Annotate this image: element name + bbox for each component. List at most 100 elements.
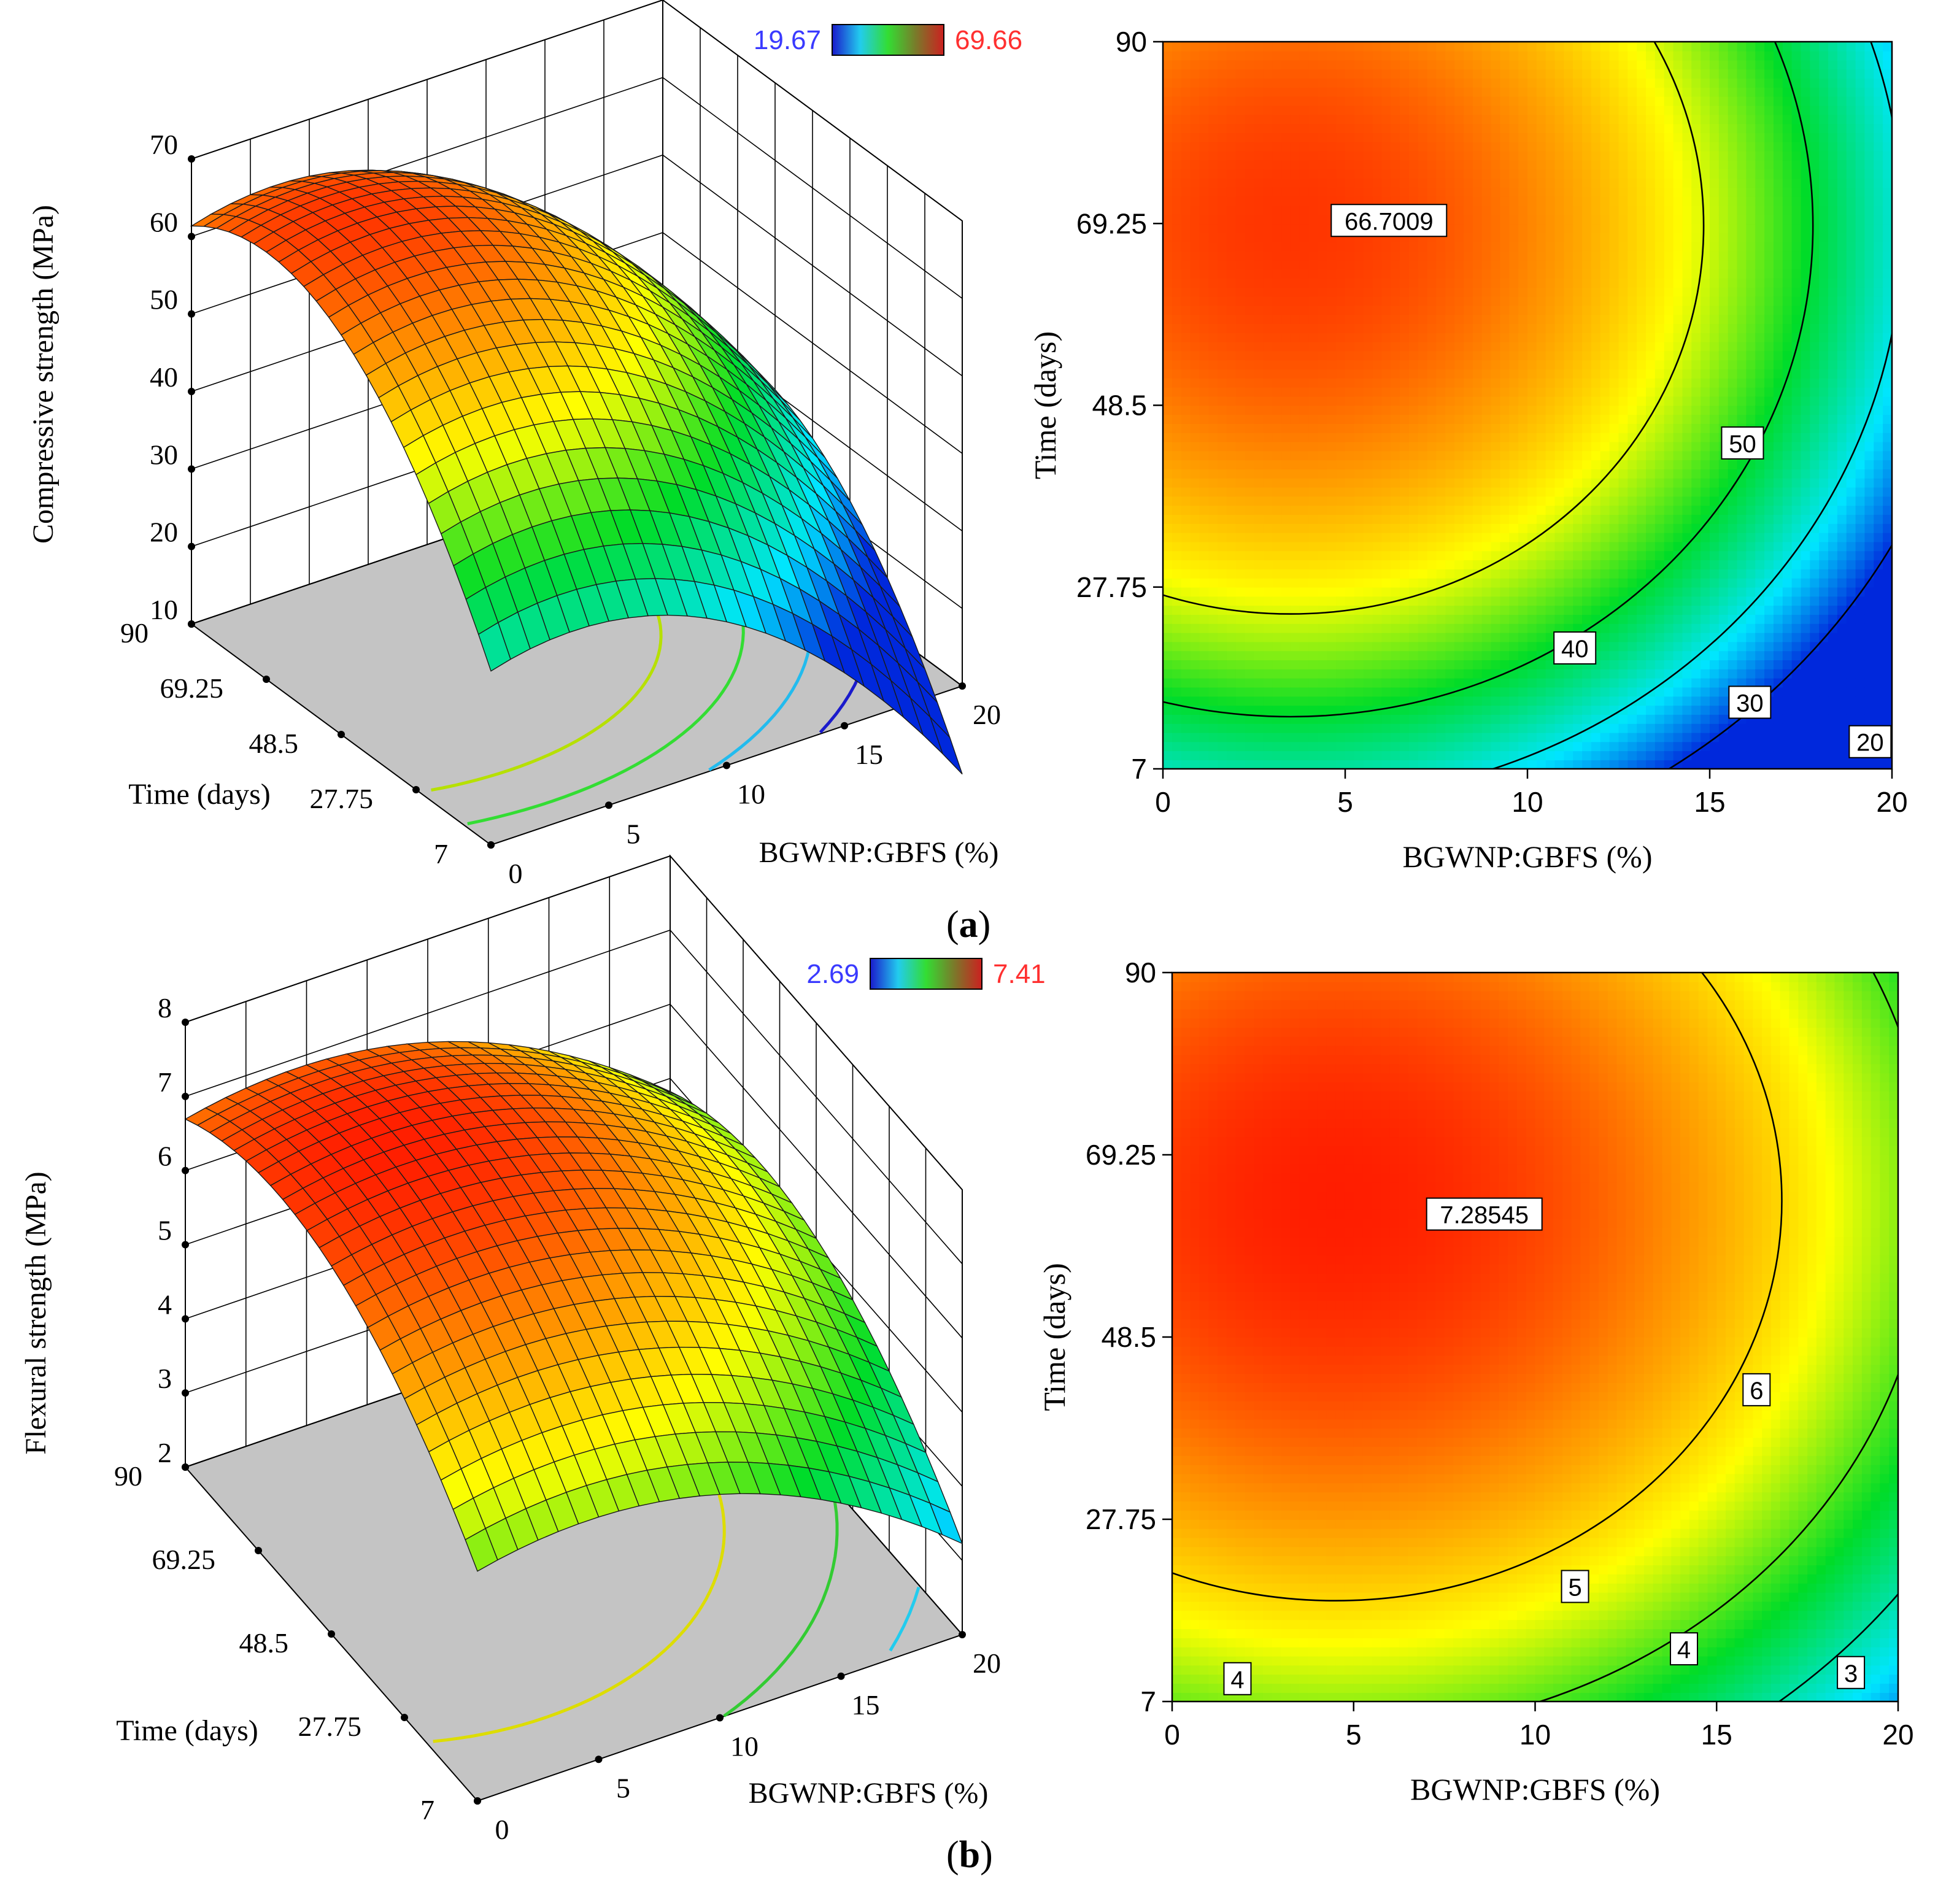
- a-contour-heat-cell: [1472, 514, 1483, 524]
- a-contour-heat-cell: [1573, 460, 1583, 469]
- a-contour-heat-cell: [1218, 105, 1227, 115]
- a-contour-heat-cell: [1308, 141, 1319, 152]
- a-contour-heat-cell: [1381, 87, 1392, 97]
- a-contour-heat-cell: [1637, 278, 1647, 288]
- a-contour-heat-cell: [1600, 569, 1610, 579]
- a-contour-heat-cell: [1354, 133, 1364, 142]
- a-contour-heat-cell: [1527, 360, 1537, 370]
- a-contour-heat-cell: [1418, 650, 1428, 661]
- a-contour-heat-cell: [1573, 532, 1583, 542]
- a-contour-heat-cell: [1208, 496, 1218, 506]
- a-contour-heat-cell: [1582, 532, 1592, 542]
- a-contour-heat-cell: [1418, 450, 1428, 461]
- a-contour-heat-cell: [1509, 87, 1519, 97]
- a-contour-heat-cell: [1591, 605, 1601, 615]
- a-contour-heat-cell: [1464, 105, 1473, 115]
- a-contour-heat-cell: [1500, 432, 1510, 442]
- a-contour-heat-cell: [1554, 577, 1565, 588]
- a-contour-heat-cell: [1481, 723, 1492, 733]
- a-contour-heat-cell: [1600, 469, 1610, 479]
- a-contour-heat-cell: [1436, 87, 1446, 97]
- a-contour-heat-cell: [1372, 441, 1383, 452]
- a-contour-heat-cell: [1272, 587, 1282, 597]
- a-contour-heat-cell: [1527, 605, 1537, 615]
- a-contour-heat-cell: [1199, 369, 1210, 379]
- a-contour-heat-cell: [1464, 296, 1473, 306]
- a-contour-heat-cell: [1408, 705, 1419, 715]
- a-contour-heat-cell: [1464, 723, 1473, 733]
- a-contour-heat-cell: [1545, 350, 1556, 361]
- a-contour-heat-cell: [1281, 423, 1291, 433]
- a-contour-heat-cell: [1591, 460, 1601, 469]
- a-surface-z-tick-label: 70: [150, 129, 178, 160]
- a-contour-heat-cell: [1536, 405, 1546, 415]
- a-contour-heat-cell: [1381, 150, 1392, 161]
- a-contour-heat-cell: [1545, 696, 1556, 706]
- a-contour-heat-cell: [1436, 460, 1446, 469]
- a-contour-heat-cell: [1190, 314, 1200, 324]
- a-contour-heat-cell: [1418, 550, 1428, 561]
- a-contour-heat-cell: [1208, 450, 1218, 461]
- a-contour-heat-cell: [1445, 160, 1455, 170]
- a-contour-heat-cell: [1345, 423, 1355, 433]
- a-contour-heat-cell: [1654, 732, 1665, 742]
- a-contour-heat-cell: [1381, 532, 1392, 542]
- a-contour-heat-cell: [1618, 360, 1629, 370]
- a-contour-heat-cell: [1536, 78, 1546, 88]
- a-contour-heat-cell: [1391, 369, 1400, 379]
- a-contour-heat-cell: [1235, 577, 1246, 588]
- a-contour-heat-cell: [1181, 123, 1191, 133]
- a-contour-heat-cell: [1491, 596, 1501, 606]
- a-contour-heat-cell: [1235, 523, 1246, 533]
- a-contour-heat-cell: [1445, 314, 1455, 324]
- a-contour-heat-cell: [1281, 50, 1291, 61]
- a-contour-heat-cell: [1436, 760, 1446, 769]
- a-contour-heat-cell: [1336, 414, 1346, 424]
- a-contour-heat-cell: [1254, 178, 1264, 188]
- a-contour-heat-cell: [1391, 78, 1400, 88]
- a-contour-heat-cell: [1372, 314, 1383, 324]
- a-contour-heat-cell: [1172, 323, 1182, 333]
- a-contour-heat-cell: [1627, 505, 1637, 515]
- a-contour-heat-cell: [1481, 314, 1492, 324]
- a-contour-heat-cell: [1226, 333, 1237, 342]
- a-contour-heat-cell: [1464, 469, 1473, 479]
- a-contour-heat-cell: [1536, 296, 1546, 306]
- a-contour-heat-cell: [1518, 314, 1528, 324]
- a-contour-heat-cell: [1646, 550, 1656, 561]
- a-contour-heat-cell: [1336, 750, 1346, 760]
- a-contour-heat-cell: [1263, 60, 1273, 70]
- a-contour-heat-cell: [1591, 241, 1601, 252]
- a-contour-heat-cell: [1290, 732, 1300, 742]
- a-contour-heat-cell: [1481, 487, 1492, 497]
- a-contour-heat-cell: [1573, 405, 1583, 415]
- a-contour-heat-cell: [1427, 532, 1437, 542]
- a-contour-heat-cell: [1235, 687, 1246, 697]
- a-contour-heat-cell: [1172, 341, 1182, 352]
- a-contour-heat-cell: [1618, 560, 1629, 569]
- a-contour-heat-cell: [1646, 241, 1656, 252]
- a-contour-heat-cell: [1363, 469, 1373, 479]
- a-contour-heat-cell: [1582, 450, 1592, 461]
- a-contour-heat-cell: [1226, 641, 1237, 652]
- a-contour-heat-cell: [1609, 687, 1620, 697]
- a-contour-heat-cell: [1472, 550, 1483, 561]
- a-contour-heat-cell: [1318, 78, 1328, 88]
- a-contour-heat-cell: [1445, 541, 1455, 552]
- a-contour-heat-cell: [1172, 387, 1182, 397]
- a-contour-heat-cell: [1235, 323, 1246, 333]
- a-contour-heat-cell: [1363, 187, 1373, 197]
- a-contour-heat-cell: [1627, 514, 1637, 524]
- a-contour-heat-cell: [1308, 669, 1319, 679]
- a-contour-heat-cell: [1363, 532, 1373, 542]
- a-contour-heat-cell: [1627, 78, 1637, 88]
- a-contour-heat-cell: [1254, 369, 1264, 379]
- a-contour-heat-cell: [1172, 314, 1182, 324]
- a-contour-heat-cell: [1336, 287, 1346, 297]
- a-contour-heat-cell: [1481, 60, 1492, 70]
- a-contour-heat-cell: [1637, 360, 1647, 370]
- a-contour-heat-cell: [1245, 414, 1255, 424]
- a-contour-heat-cell: [1263, 123, 1273, 133]
- a-contour-heat-cell: [1481, 214, 1492, 225]
- a-contour-heat-cell: [1545, 660, 1556, 669]
